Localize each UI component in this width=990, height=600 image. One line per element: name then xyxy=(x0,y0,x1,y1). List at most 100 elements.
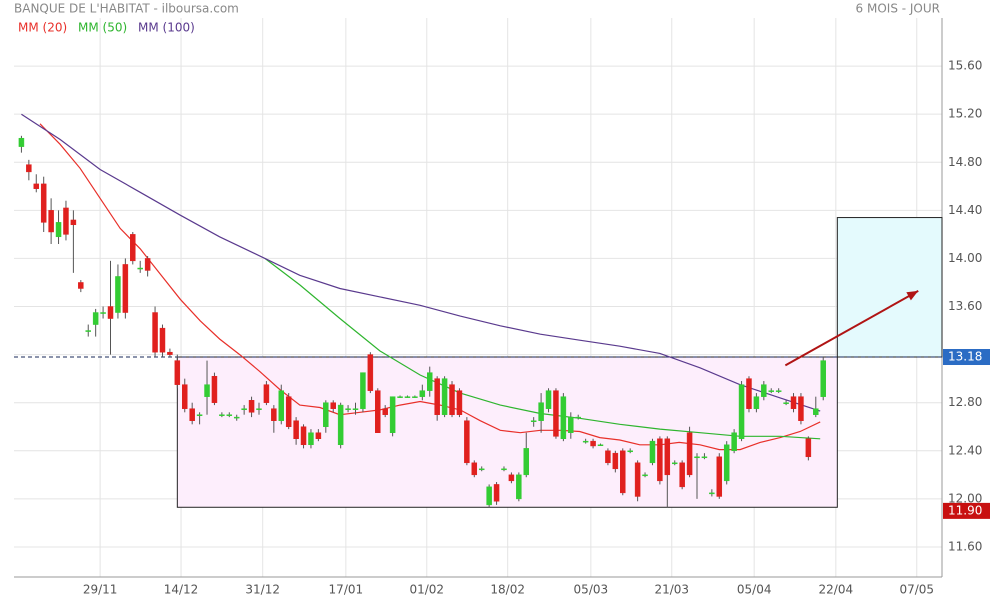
legend-entry: MM (100) xyxy=(138,21,195,35)
candle-body xyxy=(701,456,708,459)
candle-body xyxy=(122,264,129,313)
candle-body xyxy=(590,440,596,447)
candle-body xyxy=(560,396,567,440)
candle-body xyxy=(671,462,678,465)
candle-body xyxy=(211,375,218,403)
candle-body xyxy=(664,438,671,476)
candle-body xyxy=(144,258,151,271)
candle-body xyxy=(248,400,255,413)
candle-body xyxy=(315,432,322,440)
candle-body xyxy=(709,492,715,495)
candle-body xyxy=(293,420,299,440)
candle-body xyxy=(137,267,143,270)
x-tick-label: 14/12 xyxy=(164,583,199,597)
candle-body xyxy=(375,390,381,433)
candle-body xyxy=(63,207,69,235)
zone xyxy=(176,356,838,508)
candle-body xyxy=(167,351,173,355)
candle-body xyxy=(478,468,485,471)
legend-entry: MM (20) xyxy=(18,21,67,35)
candle-body xyxy=(679,462,685,488)
candle-body xyxy=(196,414,203,416)
zone xyxy=(836,217,943,358)
candle-body xyxy=(174,360,181,385)
candle-body xyxy=(731,432,737,452)
candle-body xyxy=(753,396,760,409)
candle-body xyxy=(337,404,344,446)
candle-body xyxy=(441,378,448,415)
candle-body xyxy=(159,327,166,353)
candle-body xyxy=(18,137,25,147)
candle-body xyxy=(746,378,752,409)
candle-body xyxy=(805,438,812,458)
candle-body xyxy=(107,306,114,319)
last-price-label: 13.18 xyxy=(948,350,982,364)
candle-body xyxy=(219,414,225,416)
candle-body xyxy=(189,408,195,421)
candle-body xyxy=(308,432,314,446)
candle-body xyxy=(233,416,240,419)
candle-body xyxy=(204,384,210,397)
candle-body xyxy=(553,390,559,437)
candle-body xyxy=(182,384,188,409)
candle-body xyxy=(486,486,492,506)
x-tick-label: 31/12 xyxy=(245,583,280,597)
candle-body xyxy=(508,474,515,482)
y-tick-label: 12.00 xyxy=(948,491,982,505)
candle-body xyxy=(85,330,91,332)
candle-body xyxy=(501,468,507,471)
candle-body xyxy=(761,384,767,397)
candle-body xyxy=(330,402,336,409)
y-tick-label: 13.60 xyxy=(948,299,982,313)
candle-body xyxy=(130,234,136,262)
candle-body xyxy=(783,402,789,404)
candle-body xyxy=(26,164,32,173)
candle-body xyxy=(434,378,440,415)
candle-body xyxy=(352,408,359,410)
x-tick-label: 05/03 xyxy=(574,583,609,597)
candle-body xyxy=(367,354,374,391)
candle-body xyxy=(152,312,158,353)
candle-body xyxy=(686,432,693,476)
candle-body xyxy=(70,219,77,226)
candle-body xyxy=(612,452,619,470)
candle-body xyxy=(33,183,40,189)
candle-body xyxy=(575,416,581,419)
candle-body xyxy=(545,390,552,409)
candle-body xyxy=(40,183,47,223)
candle-body xyxy=(582,440,589,443)
candle-body xyxy=(471,462,478,476)
candle-body xyxy=(285,396,292,427)
candle-body xyxy=(605,450,611,464)
candle-body xyxy=(568,416,574,433)
chart-subtitle: 6 MOIS - JOUR xyxy=(856,2,940,16)
candle-body xyxy=(382,408,388,415)
y-tick-label: 12.40 xyxy=(948,443,982,457)
candle-body xyxy=(523,448,530,476)
candle-body xyxy=(404,396,411,398)
candle-body xyxy=(412,396,418,398)
candle-body xyxy=(723,444,730,482)
y-tick-label: 15.20 xyxy=(948,107,982,121)
chart-title: BANQUE DE L'HABITAT - ilboursa.com xyxy=(14,2,239,16)
candle-body xyxy=(360,372,366,409)
candle-body xyxy=(226,414,233,416)
y-tick-label: 14.80 xyxy=(948,155,982,169)
candle-body xyxy=(426,372,433,391)
last-price-box xyxy=(943,349,990,366)
candle-body xyxy=(493,484,500,502)
candle-body xyxy=(516,474,522,500)
candle-body xyxy=(300,426,307,446)
candle-body xyxy=(657,438,663,482)
candle-body xyxy=(78,282,84,289)
candle-body xyxy=(649,440,656,464)
arrow-head xyxy=(906,290,919,301)
candle-body xyxy=(278,390,285,421)
x-tick-label: 29/11 xyxy=(83,583,118,597)
candle-body xyxy=(345,408,351,410)
candle-body xyxy=(92,312,99,325)
x-tick-label: 17/01 xyxy=(329,583,364,597)
candle-body xyxy=(48,210,54,233)
candle-body xyxy=(263,384,270,403)
